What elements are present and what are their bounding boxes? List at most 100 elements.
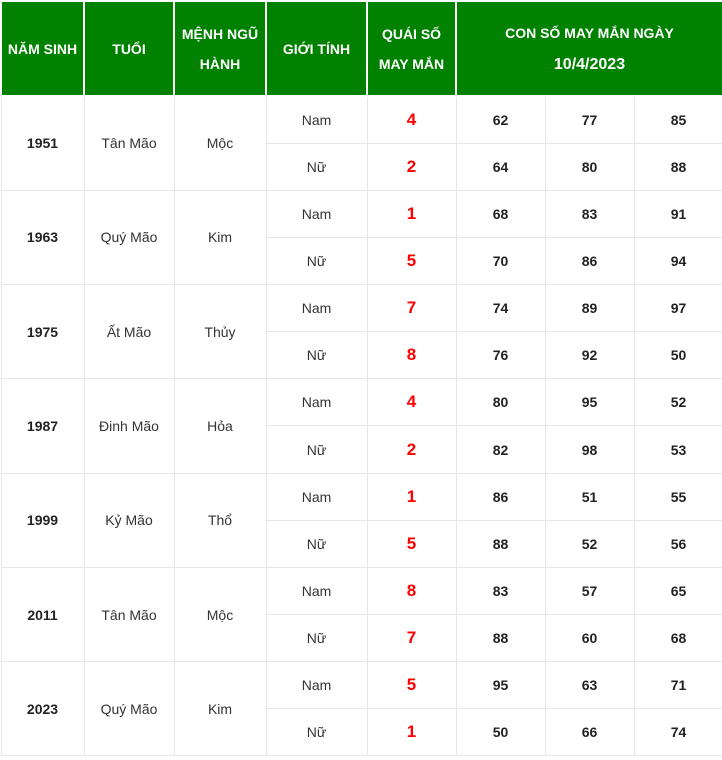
lucky-number-cell: 88 bbox=[455, 519, 546, 568]
table-row: 1975 Ất Mão Thủy Nam 7 74 89 97 bbox=[0, 284, 722, 380]
lucky-number-cell: 50 bbox=[455, 708, 546, 757]
gender-cell: Nữ bbox=[265, 425, 368, 474]
lucky-number-cell: 95 bbox=[455, 661, 546, 710]
lucky-number-cell: 86 bbox=[455, 472, 546, 521]
lucky-number-cell: 91 bbox=[633, 189, 722, 238]
year-cell: 1951 bbox=[0, 95, 85, 191]
lucky-number-cell: 94 bbox=[633, 236, 722, 286]
lucky-digit-cell: 4 bbox=[366, 95, 457, 144]
lucky-number-cell: 80 bbox=[544, 142, 635, 191]
table-row: Nữ 2 64 80 88 bbox=[1, 142, 722, 191]
lucky-number-cell: 88 bbox=[633, 142, 722, 191]
lucky-digit-cell: 2 bbox=[366, 142, 457, 191]
lucky-number-cell: 55 bbox=[633, 472, 722, 521]
lucky-digit-cell: 5 bbox=[366, 661, 457, 710]
lucky-number-cell: 52 bbox=[544, 519, 635, 568]
table-row: Nữ 8 76 92 50 bbox=[1, 331, 722, 380]
table-row: 2023 Quý Mão Kim Nam 5 95 63 71 bbox=[0, 661, 722, 757]
lucky-digit-cell: 1 bbox=[366, 189, 457, 238]
zodiac-cell: Quý Mão bbox=[83, 661, 175, 757]
header-lucky-numbers-date: CON SỐ MAY MẮN NGÀY 10/4/2023 bbox=[454, 0, 722, 97]
lucky-number-cell: 74 bbox=[633, 708, 722, 757]
table-row: 1987 Đinh Mão Hỏa Nam 4 80 95 52 bbox=[0, 378, 722, 474]
lucky-number-cell: 89 bbox=[544, 284, 635, 333]
table-row: 1999 Kỷ Mão Thổ Nam 1 86 51 55 bbox=[0, 472, 722, 568]
lucky-number-cell: 50 bbox=[633, 331, 722, 380]
lucky-number-cell: 83 bbox=[544, 189, 635, 238]
lucky-digit-cell: 4 bbox=[366, 378, 457, 427]
lucky-number-cell: 60 bbox=[544, 614, 635, 663]
lucky-number-cell: 71 bbox=[633, 661, 722, 710]
table-row: 1951 Tân Mão Mộc Nam 4 62 77 85 bbox=[0, 95, 722, 191]
lucky-number-cell: 66 bbox=[544, 708, 635, 757]
zodiac-cell: Tân Mão bbox=[83, 566, 175, 663]
year-cell: 2023 bbox=[0, 661, 85, 757]
header-element: MỆNH NGŨ HÀNH bbox=[173, 0, 267, 97]
lucky-digit-cell: 5 bbox=[366, 236, 457, 286]
lucky-digit-cell: 8 bbox=[366, 566, 457, 616]
lucky-digit-cell: 2 bbox=[366, 425, 457, 474]
table-row: Nữ 5 70 86 94 bbox=[1, 236, 722, 286]
lucky-number-cell: 56 bbox=[633, 519, 722, 568]
lucky-number-cell: 62 bbox=[455, 95, 546, 144]
gender-cell: Nam bbox=[265, 95, 368, 144]
gender-cell: Nữ bbox=[265, 708, 368, 757]
header-gender: GIỚI TÍNH bbox=[265, 0, 368, 97]
lucky-number-cell: 98 bbox=[544, 425, 635, 474]
lucky-number-cell: 68 bbox=[455, 189, 546, 238]
lucky-number-cell: 63 bbox=[544, 661, 635, 710]
year-cell: 1987 bbox=[0, 378, 85, 474]
table-row: Nữ 1 50 66 74 bbox=[1, 708, 722, 757]
lucky-number-cell: 64 bbox=[455, 142, 546, 191]
element-cell: Kim bbox=[173, 189, 267, 286]
header-birth-year: NĂM SINH bbox=[0, 0, 85, 97]
lucky-digit-cell: 1 bbox=[366, 472, 457, 521]
lucky-number-cell: 82 bbox=[455, 425, 546, 474]
lucky-number-cell: 83 bbox=[455, 566, 546, 616]
gender-cell: Nữ bbox=[265, 142, 368, 191]
zodiac-cell: Ất Mão bbox=[83, 284, 175, 380]
table-row: Nữ 5 88 52 56 bbox=[1, 519, 722, 568]
lucky-number-cell: 53 bbox=[633, 425, 722, 474]
zodiac-cell: Kỷ Mão bbox=[83, 472, 175, 568]
lucky-number-cell: 65 bbox=[633, 566, 722, 616]
gender-cell: Nữ bbox=[265, 331, 368, 380]
gender-cell: Nam bbox=[265, 566, 368, 616]
gender-cell: Nam bbox=[265, 284, 368, 333]
lucky-digit-cell: 1 bbox=[366, 708, 457, 757]
table-row: Nữ 2 82 98 53 bbox=[1, 425, 722, 474]
zodiac-cell: Quý Mão bbox=[83, 189, 175, 286]
lucky-number-cell: 86 bbox=[544, 236, 635, 286]
element-cell: Hỏa bbox=[173, 378, 267, 474]
header-lucky-digit: QUÁI SỐ MAY MẮN bbox=[366, 0, 457, 97]
header-row: NĂM SINH TUỔI MỆNH NGŨ HÀNH GIỚI TÍNH QU… bbox=[0, 0, 722, 97]
lucky-number-cell: 92 bbox=[544, 331, 635, 380]
gender-cell: Nam bbox=[265, 472, 368, 521]
zodiac-cell: Đinh Mão bbox=[83, 378, 175, 474]
gender-cell: Nữ bbox=[265, 614, 368, 663]
zodiac-cell: Tân Mão bbox=[83, 95, 175, 191]
gender-cell: Nam bbox=[265, 378, 368, 427]
gender-cell: Nữ bbox=[265, 236, 368, 286]
header-date: 10/4/2023 bbox=[553, 55, 626, 73]
gender-cell: Nam bbox=[265, 661, 368, 710]
table-row: 1963 Quý Mão Kim Nam 1 68 83 91 bbox=[0, 189, 722, 286]
lucky-number-cell: 52 bbox=[633, 378, 722, 427]
header-lucky-numbers-label: CON SỐ MAY MẮN NGÀY bbox=[505, 24, 674, 41]
element-cell: Mộc bbox=[173, 566, 267, 663]
element-cell: Kim bbox=[173, 661, 267, 757]
lucky-number-cell: 76 bbox=[455, 331, 546, 380]
lucky-number-cell: 97 bbox=[633, 284, 722, 333]
element-cell: Mộc bbox=[173, 95, 267, 191]
gender-cell: Nữ bbox=[265, 519, 368, 568]
lucky-number-cell: 68 bbox=[633, 614, 722, 663]
lucky-digit-cell: 7 bbox=[366, 614, 457, 663]
table-row: 2011 Tân Mão Mộc Nam 8 83 57 65 bbox=[0, 566, 722, 663]
lucky-number-cell: 95 bbox=[544, 378, 635, 427]
year-cell: 1999 bbox=[0, 472, 85, 568]
year-cell: 2011 bbox=[0, 566, 85, 663]
lucky-digit-cell: 8 bbox=[366, 331, 457, 380]
header-age-zodiac: TUỔI bbox=[83, 0, 175, 97]
lucky-number-cell: 51 bbox=[544, 472, 635, 521]
lucky-number-cell: 85 bbox=[633, 95, 722, 144]
